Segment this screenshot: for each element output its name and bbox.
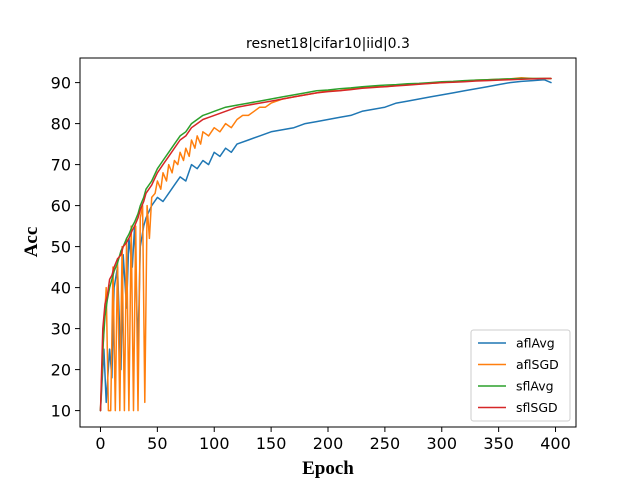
x-tick-label: 300 xyxy=(426,434,457,453)
legend-box xyxy=(470,329,571,422)
series-line-sflSGD xyxy=(99,77,552,412)
x-tick-label: 100 xyxy=(199,434,230,453)
y-tick-label: 70 xyxy=(51,156,71,175)
y-tick-label: 80 xyxy=(51,115,71,134)
legend-label-sflSGD: sflSGD xyxy=(516,400,558,415)
x-axis-label: Epoch xyxy=(302,458,354,479)
legend-label-aflAvg: aflAvg xyxy=(516,336,555,351)
y-tick-label: 20 xyxy=(51,361,71,380)
y-tick-label: 30 xyxy=(51,320,71,339)
y-axis: 10 20 30 40 50 60 70 80 90 xyxy=(51,74,80,421)
y-axis-label: Acc xyxy=(21,227,42,258)
series-line-sflAvg xyxy=(99,77,552,412)
x-tick-label: 50 xyxy=(147,434,167,453)
y-tick-label: 40 xyxy=(51,279,71,298)
plot-area xyxy=(99,76,552,412)
x-axis: 0 50 100 150 200 250 300 350 400 xyxy=(95,427,571,453)
x-tick-label: 200 xyxy=(313,434,344,453)
x-tick-label: 400 xyxy=(540,434,571,453)
x-tick-label: 350 xyxy=(483,434,514,453)
chart-title: resnet18|cifar10|iid|0.3 xyxy=(246,36,410,52)
y-tick-label: 10 xyxy=(51,402,71,421)
y-tick-label: 90 xyxy=(51,74,71,93)
y-tick-label: 60 xyxy=(51,197,71,216)
x-tick-label: 150 xyxy=(256,434,287,453)
x-tick-label: 250 xyxy=(370,434,401,453)
x-tick-label: 0 xyxy=(95,434,105,453)
y-tick-label: 50 xyxy=(51,238,71,257)
legend-label-aflSGD: aflSGD xyxy=(516,357,559,372)
legend: aflAvg aflSGD sflAvg sflSGD xyxy=(470,329,571,422)
legend-label-sflAvg: sflAvg xyxy=(516,379,554,394)
